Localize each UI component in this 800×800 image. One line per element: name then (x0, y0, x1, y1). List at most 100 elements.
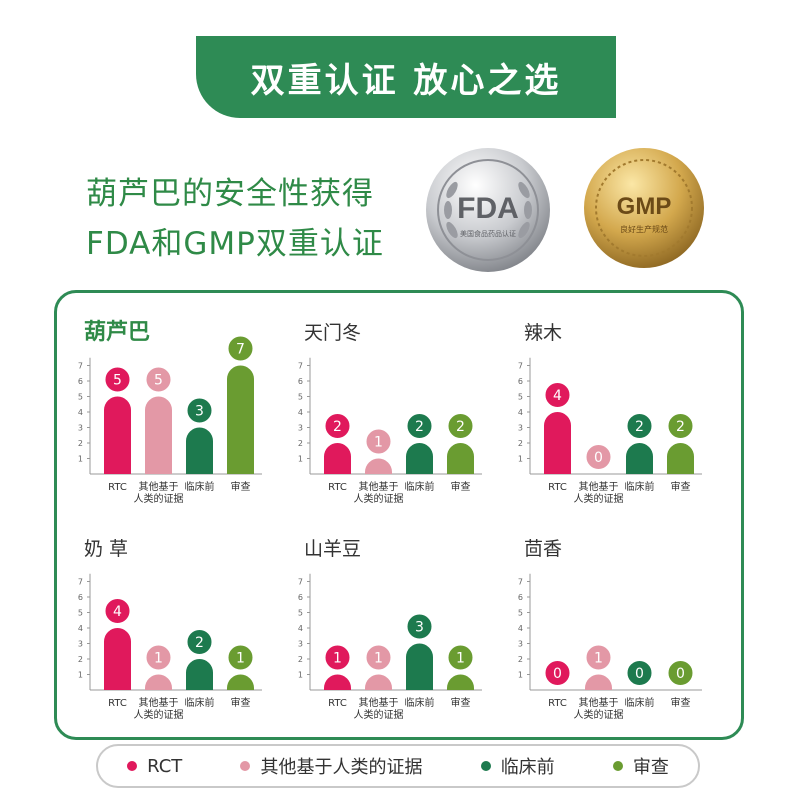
value-bubble (185, 628, 214, 656)
value-bubble (446, 412, 475, 440)
value-bubble (584, 643, 613, 672)
data-label: 2 (195, 635, 204, 651)
x-tick-label: 审查 (671, 696, 691, 709)
legend-label-rct: RCT (147, 755, 183, 777)
y-tick-label: 1 (298, 455, 303, 464)
bar (104, 396, 131, 474)
x-tick-label: 临床前 (405, 480, 435, 493)
gmp-seal-icon: GMP 良好生产规范 (584, 148, 704, 268)
data-label: 7 (236, 342, 245, 358)
value-bubble (625, 659, 654, 687)
value-bubble (144, 643, 173, 672)
legend-label-review: 审查 (632, 757, 669, 778)
x-tick-label-line-2: 人类的证据 (134, 708, 184, 721)
bar (324, 443, 351, 474)
y-tick-label: 1 (518, 455, 523, 464)
legend-item-human-evidence: 其他基于人类的证据 (240, 753, 422, 779)
legend-item-preclinical: 临床前 (480, 753, 555, 779)
data-label: 5 (154, 373, 163, 389)
x-tick-label-line-2: 人类的证据 (354, 492, 404, 505)
data-label: 4 (553, 388, 562, 404)
data-label: 1 (374, 651, 383, 667)
value-bubble (405, 412, 434, 440)
x-tick-label: 审查 (451, 480, 471, 493)
chart-title: 葫芦巴 (84, 320, 150, 345)
y-tick-label: 1 (78, 455, 83, 464)
y-tick-label: 3 (298, 640, 303, 649)
x-tick-label: RTC (108, 482, 127, 493)
y-tick-label: 2 (298, 655, 303, 664)
y-tick-label: 4 (78, 408, 83, 417)
x-tick-label: RTC (328, 698, 347, 709)
data-label: 1 (594, 651, 603, 667)
bar (227, 674, 254, 690)
chart-title: 辣木 (524, 322, 562, 344)
y-tick-label: 2 (298, 439, 303, 448)
y-tick-label: 2 (78, 439, 83, 448)
x-tick-label: 审查 (231, 480, 251, 493)
bar (365, 458, 392, 474)
x-tick-label-line-2: 人类的证据 (574, 492, 624, 505)
x-tick-label: 临床前 (625, 696, 655, 709)
x-tick-label: 其他基于 (579, 480, 619, 493)
y-tick-label: 4 (78, 624, 83, 633)
data-label: 3 (415, 620, 424, 636)
bar (406, 443, 433, 474)
y-tick-label: 3 (78, 424, 83, 433)
y-tick-label: 4 (518, 408, 523, 417)
bar (186, 427, 213, 474)
x-tick-label: 其他基于 (139, 480, 179, 493)
charts-panel (54, 290, 744, 740)
bar (406, 643, 433, 690)
x-tick-label: RTC (548, 482, 567, 493)
chart-title: 山羊豆 (304, 538, 361, 560)
value-bubble (323, 643, 352, 672)
gmp-seal-text: GMP (617, 193, 672, 220)
data-label: 2 (635, 419, 644, 435)
y-tick-label: 3 (298, 424, 303, 433)
x-tick-label: 审查 (231, 696, 251, 709)
y-tick-label: 4 (298, 624, 303, 633)
y-tick-label: 1 (298, 671, 303, 680)
x-tick-label: 临床前 (185, 696, 215, 709)
header-banner: 双重认证 放心之选 (196, 36, 616, 118)
legend-item-rct: RCT (127, 756, 182, 777)
y-tick-label: 2 (78, 655, 83, 664)
legend-dot-preclinical (480, 761, 491, 771)
x-tick-label: 临床前 (405, 696, 435, 709)
value-bubble (666, 412, 695, 440)
y-tick-label: 6 (518, 593, 523, 602)
bar (667, 443, 694, 474)
x-tick-label: 其他基于 (359, 696, 399, 709)
y-tick-label: 7 (78, 578, 83, 587)
legend-label-preclinical: 临床前 (500, 757, 555, 778)
data-label: 0 (635, 666, 644, 682)
data-label: 1 (236, 651, 245, 667)
intro-line-1: 葫芦巴的安全性获得 (86, 176, 374, 212)
y-tick-label: 1 (78, 671, 83, 680)
data-label: 4 (113, 604, 122, 620)
y-tick-label: 5 (518, 609, 523, 618)
gmp-seal-subtext: 良好生产规范 (620, 224, 668, 234)
y-tick-label: 5 (298, 393, 303, 402)
y-tick-label: 2 (518, 439, 523, 448)
legend-dot-human-evidence (240, 761, 251, 771)
value-bubble (584, 443, 613, 471)
value-bubble (446, 643, 475, 672)
y-tick-label: 5 (298, 609, 303, 618)
x-tick-label-line-2: 人类的证据 (354, 708, 404, 721)
bar (447, 674, 474, 690)
data-label: 3 (195, 404, 204, 420)
x-tick-label: 审查 (451, 696, 471, 709)
data-label: 2 (333, 419, 342, 435)
x-tick-label: 审查 (671, 480, 691, 493)
data-label: 2 (456, 419, 465, 435)
legend-item-review: 审查 (612, 753, 669, 779)
legend-dot-review (612, 761, 623, 771)
value-bubble (323, 412, 352, 440)
value-bubble (364, 427, 393, 456)
bar (447, 443, 474, 474)
value-bubble (364, 643, 393, 672)
y-tick-label: 7 (78, 362, 83, 371)
y-tick-label: 5 (518, 393, 523, 402)
